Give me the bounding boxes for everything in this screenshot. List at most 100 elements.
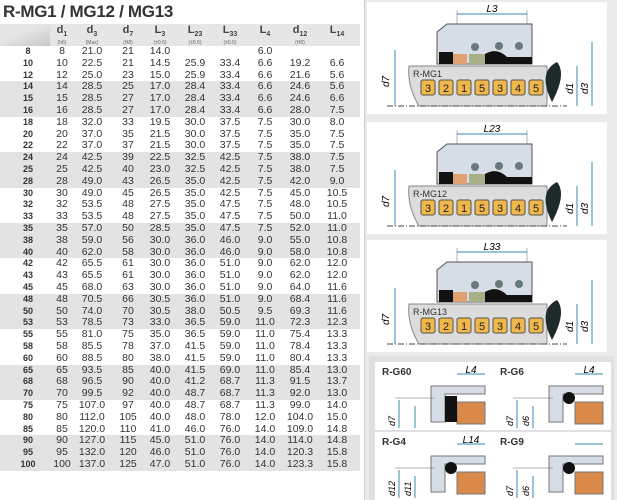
row-size-label: 15 (22, 93, 33, 104)
table-cell: 6.6 (257, 80, 273, 93)
table-cell: 30.0 (289, 115, 311, 128)
table-row: 80 80 112.0 105 40.0 48.0 78.0 12.0 104.0 15.0 (0, 410, 360, 424)
table-cell: 30.0 (149, 280, 171, 293)
row-size-label: 12 (22, 69, 33, 80)
table-row: 85 85 120.0 110 41.0 46.0 76.0 14.0 109.0 14.8 (0, 422, 360, 436)
table-cell: 35.0 (184, 174, 206, 187)
table-cell: 110 (119, 422, 137, 435)
table-row: 22 22 37.0 37 21.5 30.0 37.5 7.5 35.0 7.5 (0, 140, 360, 152)
table-cell: 21.6 (289, 68, 311, 81)
table-cell: 8.0 (329, 115, 345, 128)
column-subscript: 4 (266, 31, 271, 39)
table-cell: 42.0 (289, 174, 311, 187)
table-cell: 14.0 (254, 434, 276, 447)
table-cell: 12.0 (326, 257, 348, 270)
table-cell: 27.5 (149, 198, 171, 211)
column-subscript: 14 (336, 31, 345, 39)
table-cell: 25 (122, 80, 134, 93)
column-tolerance: (±0.5) (223, 40, 237, 47)
table-row: 68 68 96.5 90 40.0 41.2 68.7 11.3 91.5 13.7 (0, 376, 360, 389)
table-cell: 30.0 (149, 245, 171, 258)
table-cell: 35 (56, 221, 68, 234)
table-cell: 13.0 (326, 387, 348, 400)
column-subscript: 12 (299, 31, 308, 39)
dimension-label: d7 (381, 75, 392, 87)
table-cell: 33.0 (149, 316, 171, 329)
table-cell: 15.0 (326, 410, 348, 423)
table-cell: 6.6 (257, 56, 273, 69)
table-row: 53 53 78.5 73 33.0 36.5 59.0 11.0 72.3 12.3 (0, 316, 360, 330)
table-cell: 85.4 (289, 363, 311, 376)
table-cell: 70 (56, 387, 68, 400)
table-cell: 9.0 (257, 257, 273, 270)
table-row: 60 60 88.5 80 38.0 41.5 59.0 11.0 80.4 13.3 (0, 351, 360, 365)
table-cell: 75 (122, 328, 134, 341)
table-cell: 13.0 (326, 363, 348, 376)
table-row: 14 14 28.5 25 17.0 28.4 33.4 6.6 24.6 5.6 (0, 80, 360, 94)
table-cell: 14.0 (149, 45, 171, 57)
model-label: R-MG13 (413, 307, 447, 317)
length-label: L3 (486, 4, 498, 15)
column-header: L4 (247, 25, 283, 40)
row-size-label: 30 (22, 187, 33, 198)
table-cell: 51.0 (219, 292, 241, 305)
table-cell: 50 (122, 221, 134, 234)
table-cell: 59.0 (219, 339, 241, 352)
table-cell: 38.0 (184, 304, 206, 317)
column-header: L33 (±0.5) (212, 25, 248, 47)
table-cell: 40.0 (149, 363, 171, 376)
table-cell: 55 (56, 328, 68, 341)
dimension-label: d7 (387, 415, 397, 426)
row-size-label: 33 (22, 211, 33, 222)
table-cell: 62.0 (289, 257, 311, 270)
dimension-label: d3 (580, 82, 591, 94)
table-cell: 9.5 (257, 304, 273, 317)
table-cell: 9.0 (329, 174, 345, 187)
row-size-label: 90 (22, 435, 33, 446)
part-number: 5 (533, 83, 539, 95)
table-cell: 100 (53, 457, 71, 470)
table-cell: 6.6 (257, 92, 273, 105)
table-cell: 36.5 (184, 316, 206, 329)
table-cell: 38.0 (149, 351, 171, 364)
table-header: d1 (h6) d3 (Max) d7 (H8) L3 (±0.5) L23 (±0.5) L33(… (0, 24, 360, 46)
table-cell: 33.4 (219, 103, 241, 116)
table-cell: 60 (56, 351, 68, 364)
table-cell: 14.0 (254, 422, 276, 435)
table-cell: 30.0 (149, 257, 171, 270)
table-row: 50 50 74.0 70 30.5 38.0 50.5 9.5 69.3 11.6 (0, 304, 360, 318)
table-cell: 48.0 (184, 410, 206, 423)
seat-cross-section: L14 d12 d11 (387, 435, 486, 498)
column-header: L14 (319, 25, 355, 40)
table-cell: 42.5 (219, 186, 241, 199)
table-cell: 25 (56, 162, 68, 175)
column-header: d12 (H8) (282, 25, 318, 47)
table-cell: 35.0 (289, 139, 311, 152)
table-cell: 14.8 (326, 422, 348, 435)
table-cell: 28.4 (184, 103, 206, 116)
table-cell: 7.5 (257, 151, 273, 164)
table-cell: 41.5 (184, 351, 206, 364)
table-cell: 33.4 (219, 56, 241, 69)
table-cell: 28 (56, 174, 68, 187)
table-cell: 30.0 (184, 127, 206, 140)
table-cell: 132.0 (78, 446, 106, 459)
table-cell: 58.0 (289, 245, 311, 258)
table-row: 16 16 28.5 27 17.0 28.4 33.4 6.6 28.0 7.5 (0, 103, 360, 117)
table-cell: 114.0 (287, 434, 313, 447)
table-cell: 6.0 (257, 45, 273, 57)
table-cell: 53.5 (81, 210, 103, 223)
part-number: 2 (443, 321, 449, 333)
table-cell: 127.0 (78, 434, 106, 447)
table-cell: 38.0 (289, 162, 311, 175)
table-cell: 30.0 (149, 233, 171, 246)
part-number: 3 (497, 83, 503, 95)
row-size-label: 24 (22, 152, 33, 163)
table-cell: 7.5 (329, 162, 345, 175)
row-size-label: 50 (22, 305, 33, 316)
table-cell: 19.2 (289, 56, 311, 69)
row-size-label: 14 (22, 81, 33, 92)
table-cell: 68.0 (81, 280, 103, 293)
table-cell: 104.0 (286, 410, 314, 423)
table-cell: 45.0 (149, 434, 171, 447)
